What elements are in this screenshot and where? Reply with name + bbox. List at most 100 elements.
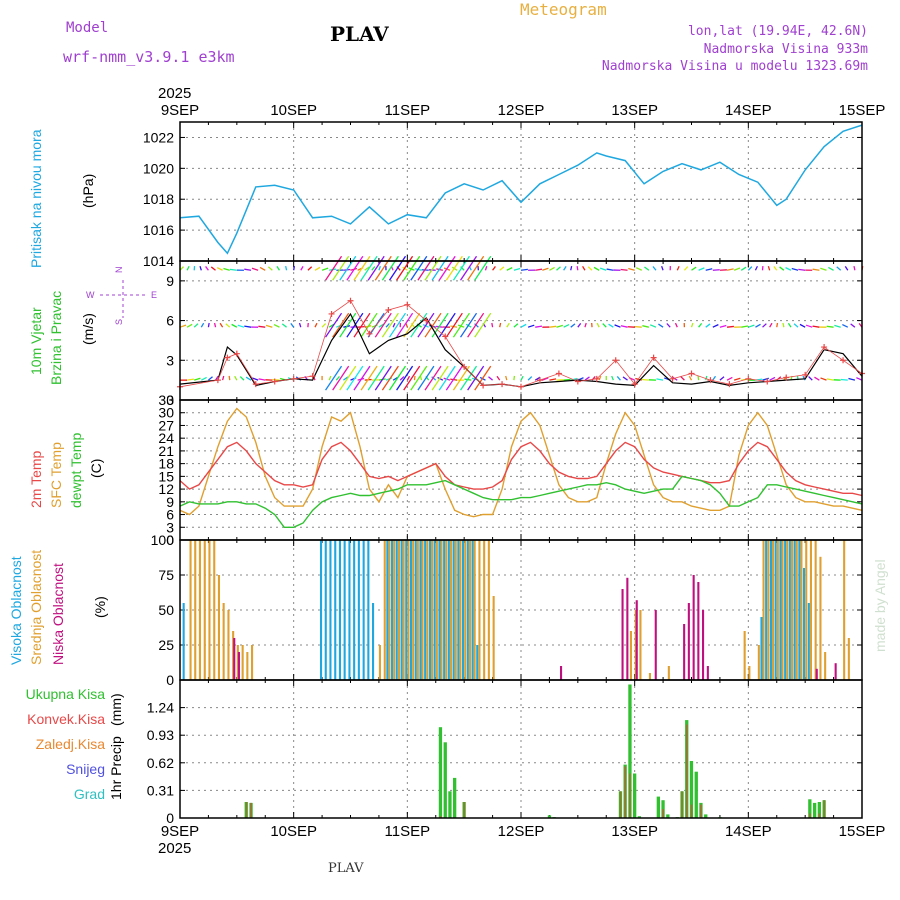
wind-arrow: [216, 267, 223, 271]
cloud-high-bar: [391, 540, 394, 680]
precip-panel-frame: [179, 679, 863, 819]
wind-arrow-strong: [339, 365, 357, 391]
wind-arrow-strong: [403, 312, 421, 338]
temperature-y-tick-label: 0: [166, 532, 174, 548]
wind-arrow: [549, 325, 557, 328]
wind-arrow: [599, 267, 607, 271]
cloud-mid-bar: [819, 556, 822, 680]
temperature-y-tick-label: 3: [166, 519, 174, 535]
pressure-y-tick-label: 1016: [143, 222, 174, 238]
wind-arrow-strong: [353, 312, 371, 338]
cloud-high-bar: [765, 540, 768, 680]
wind-arrow-strong: [459, 365, 478, 391]
wind-arrow: [549, 378, 557, 381]
wind-arrow: [399, 376, 405, 381]
wind-arrow: [785, 267, 792, 271]
wind-arrow-strong: [332, 365, 350, 391]
wind-arrow: [225, 323, 231, 328]
cloud-mid-bar: [189, 540, 192, 680]
wind-arrow-strong: [452, 255, 470, 281]
cloud-mid-bar: [629, 631, 632, 680]
wind-arrow: [690, 322, 694, 328]
cloud-low-bar: [237, 652, 240, 680]
wind-arrow: [506, 267, 513, 271]
wind-arrow: [520, 323, 527, 328]
cloud-mid-bar: [459, 540, 462, 680]
wind-arrow: [782, 322, 785, 328]
cloud-mid-bar: [412, 540, 415, 680]
wind-arrow-strong: [381, 255, 399, 281]
precip-convective-bar: [809, 813, 811, 818]
cloud-mid-bar: [397, 540, 400, 680]
wind-arrow: [856, 377, 863, 381]
cloud-mid-bar: [217, 575, 220, 680]
precip-total-bar: [704, 814, 708, 818]
cloud-high-bar: [343, 540, 346, 680]
precip-total-bar: [666, 814, 670, 818]
wind-arrow: [187, 378, 195, 381]
wind-arrow: [251, 267, 259, 271]
compass-east: E: [151, 290, 157, 300]
wind-arrow: [300, 265, 304, 271]
wind-arrow: [563, 378, 571, 381]
wind-arrow-strong: [339, 255, 357, 281]
precip-convective-bar: [250, 802, 252, 818]
cloud-mid-bar: [847, 638, 850, 680]
cloud-low-bar: [626, 577, 629, 680]
wind-arrow-strong: [417, 312, 435, 338]
wind-arrow: [733, 267, 741, 271]
wind-arrow: [705, 268, 713, 271]
wind-arrow: [635, 267, 643, 271]
wind-arrow: [267, 266, 273, 271]
pressure-y-tick-label: 1018: [143, 191, 174, 207]
cloud-high-bar: [409, 540, 412, 680]
wind-arrow: [520, 375, 524, 381]
wind-arrow-strong: [403, 255, 421, 281]
wind-arrow: [290, 322, 295, 328]
cloud-low-bar: [697, 582, 700, 680]
wind-arrow: [265, 324, 273, 328]
lonlat-label: lon,lat (19.94E, 42.6N): [687, 24, 868, 39]
wind-arrow-strong: [339, 312, 357, 338]
wind-y-tick-label: 6: [166, 313, 174, 329]
wind-arrow-strong: [467, 312, 485, 338]
wind-arrow: [281, 323, 287, 328]
precip-convective-bar: [700, 804, 702, 818]
precip-total-bar: [808, 799, 812, 818]
wind-arrow: [666, 323, 671, 328]
wind-arrow: [314, 266, 321, 271]
wind-arrow: [199, 265, 202, 271]
precip-convective-bar: [823, 800, 825, 818]
wind-arrow: [697, 375, 700, 381]
wind-arrow: [239, 376, 245, 381]
cloud-high-bar: [774, 540, 777, 680]
wind-arrow: [231, 323, 238, 328]
wind-arrow-strong: [417, 365, 435, 391]
wind-arrow: [542, 377, 549, 381]
cloud-high-bar: [353, 540, 356, 680]
dewpt-line: [179, 475, 863, 528]
precip-convective-bar: [624, 766, 627, 818]
cloud-high-bar: [466, 540, 469, 680]
wind-arrow-strong: [445, 312, 463, 338]
wind-arrow: [848, 377, 856, 381]
wind-arrow: [570, 323, 576, 328]
wind-arrow: [273, 323, 280, 328]
precip-total-bar: [453, 777, 457, 818]
wind-arrow-strong: [424, 312, 442, 338]
wind-arrow: [251, 377, 259, 381]
wind-arrow: [820, 377, 827, 381]
wind-arrow: [392, 322, 396, 328]
cloud-low-bar: [692, 575, 695, 680]
wind-arrow: [740, 266, 747, 271]
wind-arrow: [474, 323, 479, 328]
precip-y-tick-label: 0.31: [147, 782, 174, 798]
temperature-y-tick-label: 24: [158, 430, 174, 446]
compass-north: N: [114, 267, 124, 274]
meteogram-title: Meteogram: [520, 0, 607, 19]
temperature-y-tick-label: 21: [158, 443, 174, 459]
wind-arrow-strong: [403, 365, 421, 391]
precip-convective-bar: [629, 773, 631, 818]
cloud-high-bar: [438, 540, 441, 680]
cloud-high-bar: [428, 540, 431, 680]
